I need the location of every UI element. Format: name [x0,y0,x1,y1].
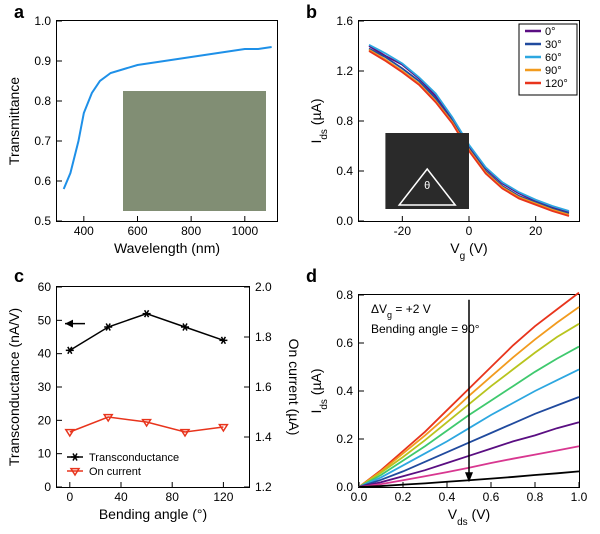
svg-text:1.4: 1.4 [255,430,272,444]
svg-text:On current: On current [89,466,141,478]
svg-text:On current (µA): On current (µA) [286,339,302,436]
panel-a-plot: 40060080010000.50.60.70.80.91.0Wavelengt… [56,20,278,222]
svg-text:30: 30 [38,380,52,394]
svg-text:0.7: 0.7 [34,134,51,148]
svg-text:40: 40 [38,347,52,361]
svg-text:1.0: 1.0 [571,490,588,504]
svg-text:1.2: 1.2 [336,64,353,78]
svg-text:60: 60 [38,280,52,294]
svg-text:Transmittance: Transmittance [6,77,22,165]
svg-text:1.0: 1.0 [34,14,51,28]
svg-text:0.4: 0.4 [336,164,353,178]
svg-text:1.2: 1.2 [255,480,272,494]
svg-text:120: 120 [213,490,233,504]
svg-text:0.6: 0.6 [336,336,353,350]
svg-text:800: 800 [181,224,201,238]
svg-text:50: 50 [38,313,52,327]
svg-text:0.8: 0.8 [336,114,353,128]
svg-text:80: 80 [166,490,180,504]
svg-text:Vg (V): Vg (V) [450,240,487,262]
svg-text:0.2: 0.2 [336,432,353,446]
panel-a-label: a [14,2,24,23]
panel-c-label: c [14,266,24,287]
svg-text:Vds (V): Vds (V) [448,506,490,528]
svg-text:0: 0 [44,480,51,494]
svg-text:0.2: 0.2 [395,490,412,504]
svg-text:10: 10 [38,447,52,461]
svg-text:0°: 0° [545,26,556,38]
panel-b-label: b [306,2,317,23]
svg-text:0.5: 0.5 [34,214,51,228]
panel-d-plot: 0.00.20.40.60.81.00.00.20.40.60.8ΔVg = +… [358,294,580,488]
svg-text:2.0: 2.0 [255,280,272,294]
panel-c-plot: 0408012001020304050601.21.41.61.82.0Tran… [56,286,250,488]
svg-text:120°: 120° [545,78,568,90]
svg-text:0.0: 0.0 [351,490,368,504]
svg-text:1000: 1000 [231,224,258,238]
svg-text:Transconductance: Transconductance [89,452,179,464]
svg-text:400: 400 [74,224,94,238]
svg-text:0.0: 0.0 [336,214,353,228]
svg-text:0.8: 0.8 [336,288,353,302]
svg-text:90°: 90° [545,65,562,77]
svg-text:-20: -20 [394,224,412,238]
svg-text:30°: 30° [545,39,562,51]
svg-text:0.6: 0.6 [34,174,51,188]
svg-text:0.6: 0.6 [483,490,500,504]
svg-text:1.6: 1.6 [336,14,353,28]
svg-text:60°: 60° [545,52,562,64]
svg-text:θ: θ [424,180,430,192]
panel-d-label: d [306,266,317,287]
svg-text:Bending angle = 90°: Bending angle = 90° [371,322,480,336]
svg-text:1.8: 1.8 [255,330,272,344]
svg-text:0.8: 0.8 [527,490,544,504]
svg-text:0.8: 0.8 [34,94,51,108]
svg-text:0: 0 [66,490,73,504]
svg-text:0.4: 0.4 [336,384,353,398]
svg-text:0.9: 0.9 [34,54,51,68]
svg-text:Wavelength (nm): Wavelength (nm) [114,240,220,256]
svg-text:Ids (µA): Ids (µA) [308,368,330,413]
svg-text:Transconductance (nA/V): Transconductance (nA/V) [6,308,22,466]
svg-text:1.6: 1.6 [255,380,272,394]
svg-text:0.4: 0.4 [439,490,456,504]
panel-b-plot: -200200.00.40.81.21.60°30°60°90°120°θVg … [358,20,580,222]
svg-text:Bending angle (°): Bending angle (°) [99,506,207,522]
svg-text:20: 20 [38,413,52,427]
svg-text:Ids (µA): Ids (µA) [308,98,330,143]
svg-text:20: 20 [529,224,543,238]
svg-text:ΔVg = +2 V: ΔVg = +2 V [371,302,431,320]
svg-text:600: 600 [127,224,147,238]
svg-text:0: 0 [466,224,473,238]
svg-text:40: 40 [114,490,128,504]
svg-text:0.0: 0.0 [336,480,353,494]
